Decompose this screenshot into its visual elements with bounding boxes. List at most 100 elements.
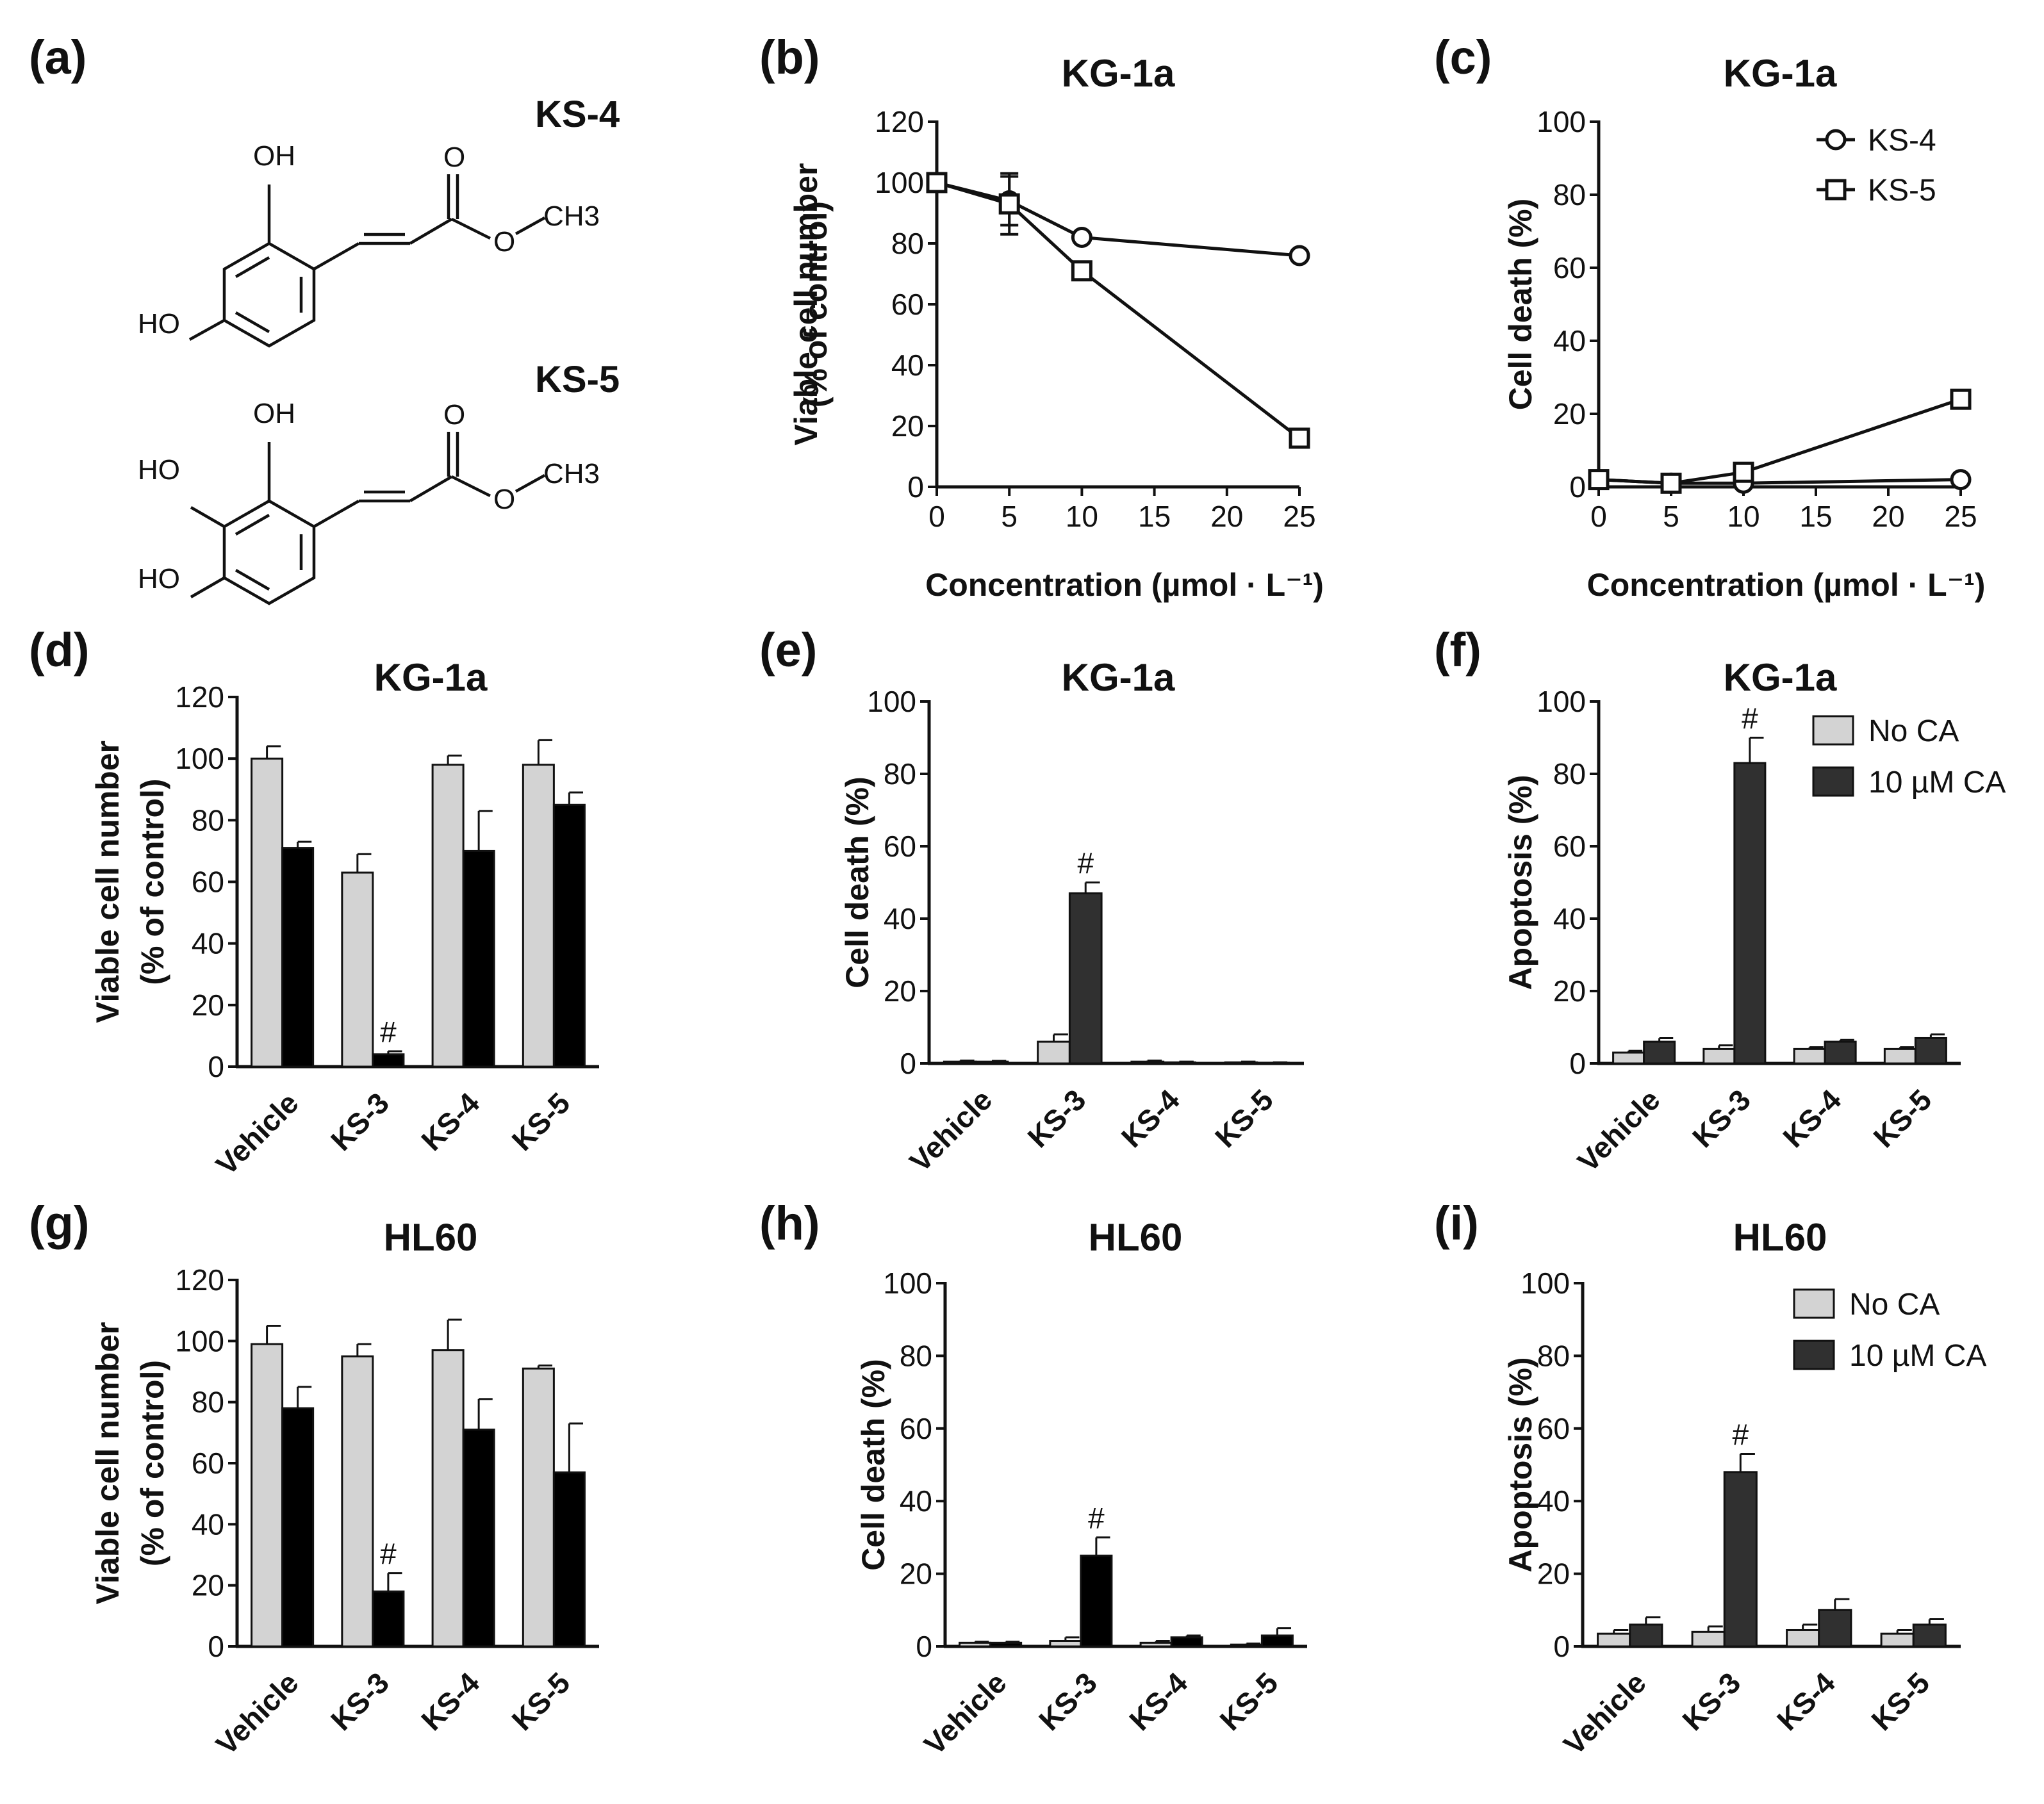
ks4-chain-bond [409, 218, 453, 245]
y-tick-label: 60 [192, 865, 224, 899]
bar-vehicle-ca [975, 1060, 1009, 1065]
ks4-oh-label: OH [253, 140, 295, 172]
data-point-square [998, 193, 1020, 215]
panel-title-i: HL60 [1733, 1216, 1827, 1259]
y-tick-label: 100 [1537, 685, 1586, 718]
y-tick-label: 80 [192, 803, 224, 837]
y-axis-label: (% of control) [135, 1360, 170, 1566]
data-point-circle [1950, 469, 1972, 491]
bar-ks-4-no-ca [431, 764, 465, 1068]
bar-ks-5-ca [552, 1471, 586, 1648]
bar-ks-3-no-ca [1691, 1630, 1726, 1648]
y-tick-label: 120 [875, 105, 924, 138]
x-tick-label: 25 [1944, 500, 1977, 533]
category-label: KS-4 [415, 1666, 486, 1737]
category-label: Vehicle [918, 1666, 1013, 1761]
bar-ks-3-no-ca [1049, 1639, 1082, 1648]
structure-ks4 [188, 174, 546, 348]
bar-vehicle-ca [1629, 1623, 1663, 1648]
legend-label: No CA [1868, 714, 1959, 748]
bar-ks-3-no-ca [1702, 1047, 1736, 1065]
significance-mark: # [1077, 847, 1094, 880]
legend-swatch-no-ca [1812, 715, 1854, 746]
y-axis-label: Cell death (%) [839, 776, 875, 988]
legend-marker-circle [1825, 129, 1847, 151]
x-tick-label: 20 [1210, 500, 1243, 533]
ks5-methyl-label: CH3 [543, 458, 600, 489]
y-tick-label: 40 [1537, 1484, 1570, 1518]
significance-mark: # [1088, 1502, 1105, 1535]
compound-name-ks4: KS-4 [535, 94, 620, 135]
series-line-ks-5 [936, 181, 1301, 439]
y-tick-label: 40 [1553, 902, 1586, 935]
bar-vehicle-no-ca [251, 1343, 284, 1648]
y-axis-label: Viable cell number [90, 1322, 126, 1605]
bar-vehicle-no-ca [1612, 1051, 1645, 1065]
panel-label-d: (d) [29, 623, 90, 676]
y-tick-label: 40 [192, 1507, 224, 1541]
y-axis-label: Apoptosis (%) [1503, 775, 1538, 990]
category-label: KS-3 [324, 1666, 395, 1737]
data-point-square [1289, 427, 1310, 449]
significance-mark: # [1742, 702, 1758, 735]
panel-f: (f) KG-1a 0 20 40 60 80 100 Apoptosis (%) Vehicle… [1434, 623, 2006, 1178]
y-axis-label: Cell death (%) [1503, 199, 1538, 411]
category-label: Vehicle [903, 1083, 998, 1178]
x-tick-label: 20 [1872, 500, 1904, 533]
y-axis-label: (% of control) [135, 778, 170, 985]
bar-ks-4-ca [1170, 1636, 1203, 1648]
y-tick-label: 0 [900, 1047, 916, 1080]
y-tick-label: 60 [900, 1412, 932, 1445]
category-label: KS-5 [506, 1666, 577, 1737]
category-label: KS-4 [1115, 1083, 1186, 1154]
x-tick-label: 5 [1001, 500, 1018, 533]
y-tick-label: 0 [1569, 1047, 1586, 1080]
ks5-ester-bond [450, 475, 491, 498]
x-tick-label: 15 [1799, 500, 1832, 533]
ks5-ring-double-bond [235, 569, 270, 591]
category-label: KS-5 [1214, 1666, 1285, 1737]
ks4-ester-bond [450, 217, 491, 240]
y-tick-label: 120 [175, 1263, 224, 1297]
panel-label-i: (i) [1434, 1197, 1479, 1250]
bar-ks-4-ca [462, 1429, 495, 1648]
ks5-methyl-bond [515, 474, 546, 493]
ks4-methyl-bond [515, 217, 546, 235]
significance-mark: # [1733, 1418, 1749, 1451]
structure-ks5 [190, 432, 546, 605]
y-tick-label: 0 [1553, 1630, 1570, 1663]
ks5-carbonyl-o-label: O [443, 399, 465, 430]
y-tick-label: 20 [900, 1557, 932, 1591]
y-tick-label: 0 [208, 1050, 224, 1083]
legend-label: 10 µM CA [1868, 766, 2006, 800]
bar-ks-3-ca [372, 1590, 405, 1648]
data-point-circle [1071, 227, 1092, 248]
x-tick-label: 10 [1727, 500, 1760, 533]
category-label: KS-4 [1123, 1666, 1194, 1737]
panel-label-c: (c) [1434, 31, 1492, 84]
category-label: Vehicle [210, 1086, 305, 1181]
legend-swatch-no-ca [1793, 1288, 1835, 1319]
y-tick-label: 40 [192, 927, 224, 960]
y-tick-label: 80 [891, 227, 924, 260]
x-tick-label: 25 [1283, 500, 1315, 533]
bar-ks-5-no-ca [522, 1367, 555, 1648]
y-tick-label: 40 [891, 348, 924, 382]
panel-e: (e) KG-1a 0 20 40 60 80 100 Cell death (%) Vehicl… [759, 623, 1304, 1178]
legend-swatch-ca [1812, 766, 1854, 797]
ks5-chain-bond [409, 475, 453, 502]
y-tick-label: 100 [875, 166, 924, 199]
panel-label-e: (e) [759, 623, 817, 676]
panel-label-h: (h) [759, 1197, 820, 1250]
category-label: KS-4 [1770, 1666, 1842, 1737]
panel-title-e: KG-1a [1062, 656, 1175, 699]
bar-ks-3-ca [1080, 1554, 1113, 1648]
panel-a-structures: (a) KS-4 OH O HO O CH3 [29, 31, 620, 605]
series-line-ks-5 [1598, 397, 1961, 485]
bar-ks-4-no-ca [1139, 1641, 1173, 1648]
ks5-ho-label-upper: HO [138, 454, 180, 486]
ks4-ring-double-bond [235, 256, 270, 278]
bar-ks-4-ca [462, 849, 495, 1068]
